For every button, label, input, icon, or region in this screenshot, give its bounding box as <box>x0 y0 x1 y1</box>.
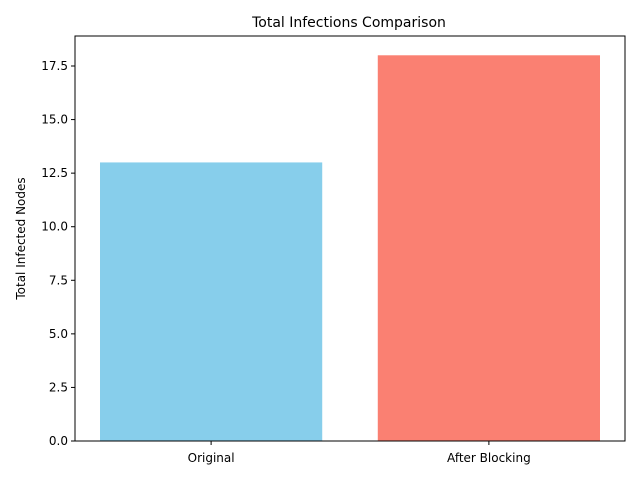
bars-group <box>100 55 600 442</box>
y-tick-label: 17.5 <box>41 59 68 73</box>
x-axis-ticks: Original After Blocking <box>188 441 531 465</box>
y-tick-label: 7.5 <box>49 273 68 287</box>
y-tick-label: 5.0 <box>49 327 68 341</box>
y-tick-label: 10.0 <box>41 220 68 234</box>
y-tick-label: 2.5 <box>49 380 68 394</box>
y-tick-label: 12.5 <box>41 166 68 180</box>
y-axis-ticks: 0.0 2.5 5.0 7.5 10.0 12.5 15.0 17.5 <box>41 59 75 448</box>
y-tick-label: 0.0 <box>49 434 68 448</box>
y-tick-label: 15.0 <box>41 113 68 127</box>
axes-frame <box>74 35 626 442</box>
chart-title: Total Infections Comparison <box>251 15 446 31</box>
bar-original <box>100 162 323 441</box>
x-tick-label: Original <box>188 451 235 465</box>
y-axis-label: Total Infected Nodes <box>14 177 28 300</box>
bar-after-blocking <box>377 55 600 442</box>
x-tick-label: After Blocking <box>447 451 531 465</box>
